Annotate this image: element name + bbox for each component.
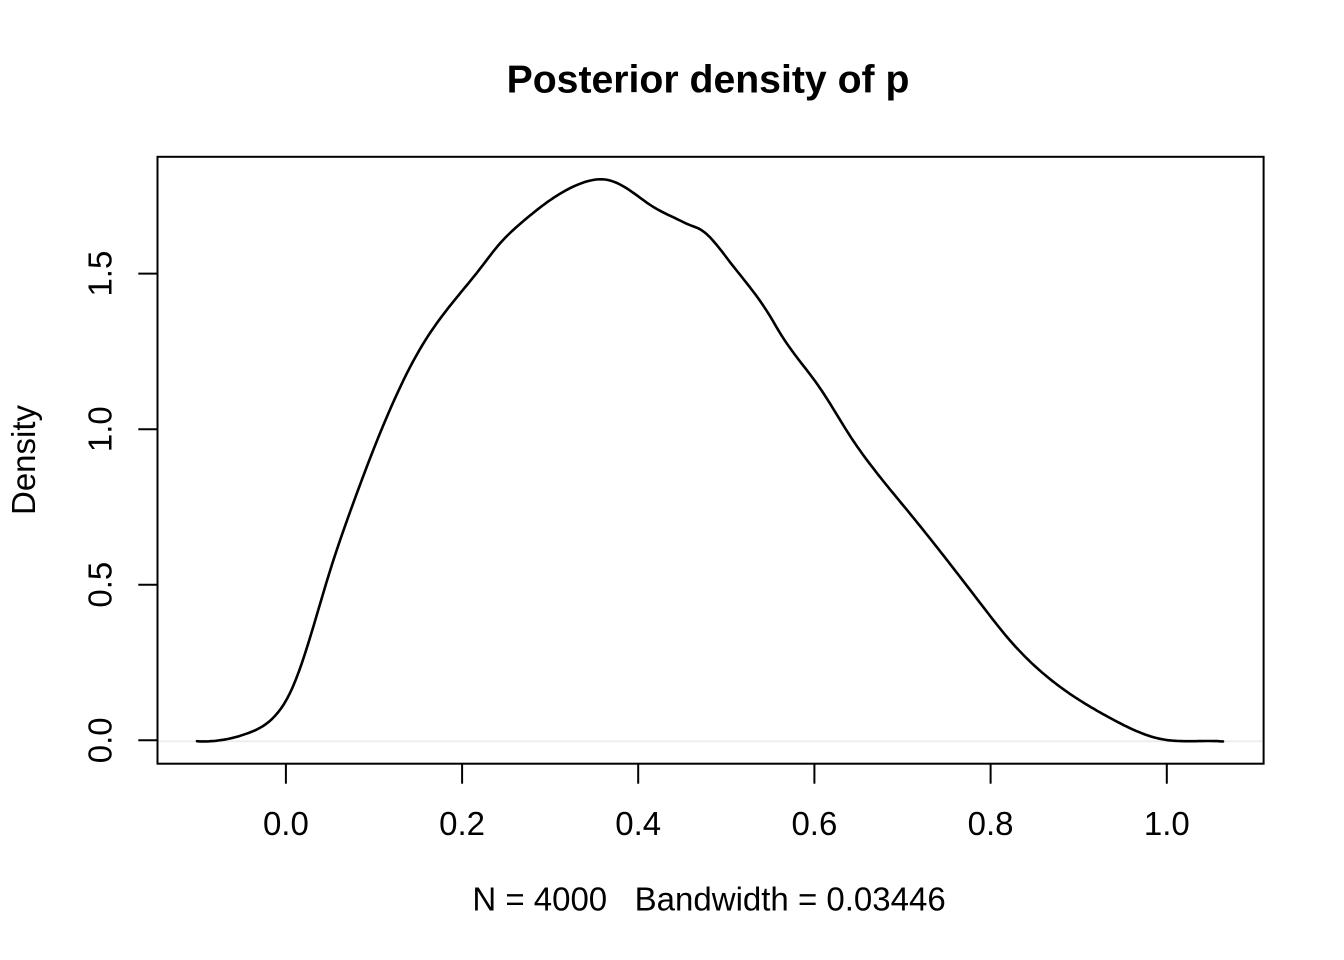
svg-text:1.0: 1.0 [1144, 805, 1190, 842]
svg-text:Posterior density of p: Posterior density of p [507, 59, 910, 102]
svg-text:0.0: 0.0 [81, 717, 118, 763]
svg-text:0.2: 0.2 [439, 805, 485, 842]
svg-text:1.0: 1.0 [81, 406, 118, 452]
svg-text:0.8: 0.8 [968, 805, 1014, 842]
svg-text:0.4: 0.4 [615, 805, 661, 842]
svg-text:N = 4000 Bandwidth = 0.03446: N = 4000 Bandwidth = 0.03446 [472, 881, 945, 918]
svg-text:0.6: 0.6 [791, 805, 837, 842]
svg-text:0.5: 0.5 [81, 562, 118, 608]
svg-text:Density: Density [5, 404, 42, 515]
svg-text:0.0: 0.0 [263, 805, 309, 842]
svg-text:1.5: 1.5 [81, 251, 118, 297]
